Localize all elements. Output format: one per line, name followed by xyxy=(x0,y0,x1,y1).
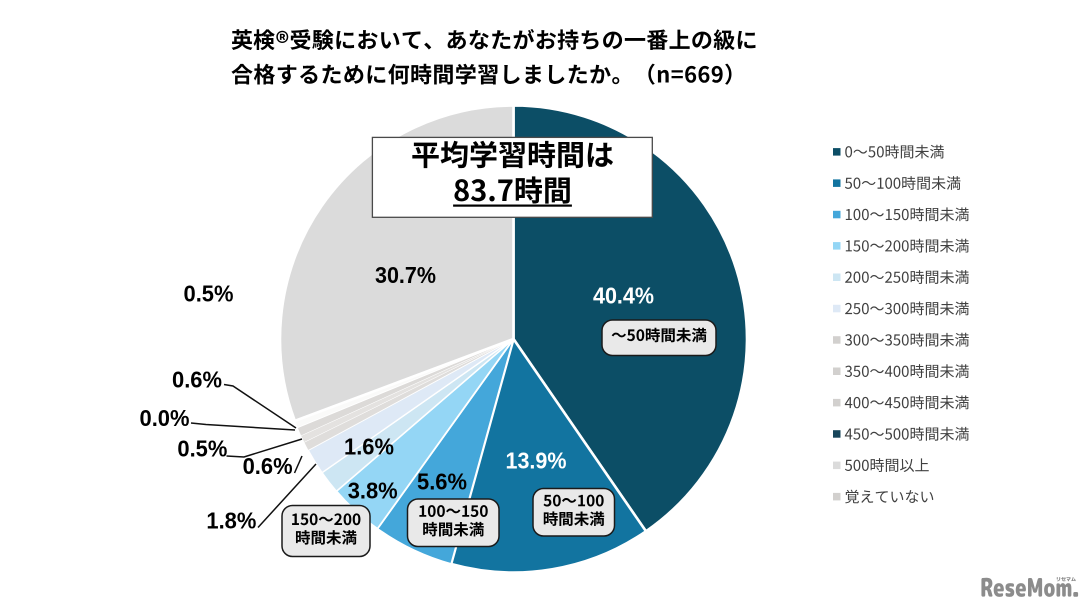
svg-text:0.5%: 0.5% xyxy=(184,281,234,307)
svg-text:0.6%: 0.6% xyxy=(172,367,222,393)
svg-text:30.7%: 30.7% xyxy=(375,262,436,288)
svg-text:0.6%: 0.6% xyxy=(243,453,293,479)
svg-text:1.6%: 1.6% xyxy=(344,434,394,460)
svg-text:3.8%: 3.8% xyxy=(348,478,398,504)
svg-text:1.8%: 1.8% xyxy=(206,508,256,534)
svg-text:13.9%: 13.9% xyxy=(506,448,567,474)
svg-text:0.0%: 0.0% xyxy=(140,405,190,431)
svg-text:5.6%: 5.6% xyxy=(417,469,467,495)
svg-text:0.5%: 0.5% xyxy=(177,436,227,462)
svg-text:40.4%: 40.4% xyxy=(593,283,654,309)
